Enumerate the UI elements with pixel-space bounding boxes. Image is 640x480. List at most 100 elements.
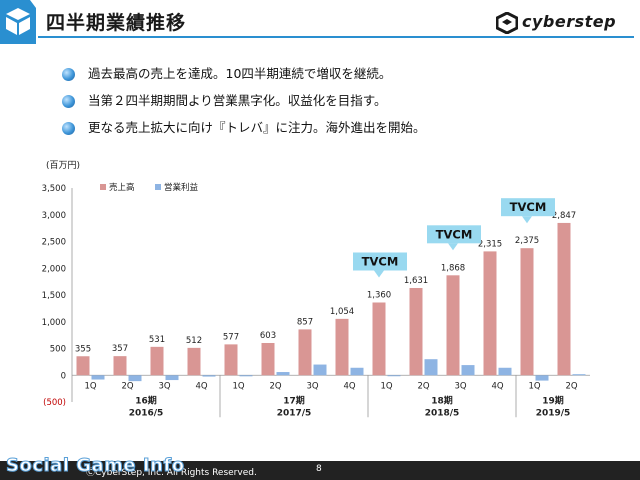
x-tick-label: 2Q xyxy=(565,381,577,391)
revenue-data-label: 2,847 xyxy=(552,211,576,221)
x-tick-label: 2Q xyxy=(121,381,133,391)
revenue-data-label: 1,360 xyxy=(367,290,391,300)
bullet-item: 当第２四半期期間より営業黒字化。収益化を目指す。 xyxy=(62,89,426,116)
fiscal-year-label: 2019/5 xyxy=(536,408,571,418)
revenue-bar xyxy=(298,329,312,376)
revenue-bar xyxy=(113,356,127,376)
x-tick-label: 3Q xyxy=(158,381,170,391)
legend-revenue-label: 売上高 xyxy=(109,182,135,193)
watermark: Social Game Info xyxy=(6,455,185,477)
bullet-dot-icon xyxy=(62,122,75,135)
quarterly-chart: (500) 0 500 1,000 1,500 2,000 2,500 3,000 3,500 3… xyxy=(42,182,590,418)
profit-bar xyxy=(165,375,179,381)
footer: ⒸCyberStep, Inc. All Rights Reserved. xyxy=(0,461,640,480)
tvcm-callout-label: TVCM xyxy=(362,254,399,268)
revenue-data-label: 577 xyxy=(223,332,239,342)
cyberstep-cube-icon xyxy=(0,0,36,44)
y-tick-label: 1,000 xyxy=(42,318,66,328)
revenue-bar xyxy=(76,356,90,376)
x-tick-label: 3Q xyxy=(454,381,466,391)
y-tick-label: (500) xyxy=(43,398,66,408)
profit-bar xyxy=(276,372,290,376)
x-tick-label: 3Q xyxy=(306,381,318,391)
x-tick-label: 1Q xyxy=(232,381,244,391)
y-tick-label: 2,000 xyxy=(42,264,66,274)
copyright-text: ⒸCyberStep, Inc. All Rights Reserved. xyxy=(86,468,257,478)
x-tick-label: 1Q xyxy=(528,381,540,391)
revenue-bar xyxy=(187,347,201,376)
revenue-bar xyxy=(409,287,423,376)
x-tick-label: 2Q xyxy=(417,381,429,391)
unit-label: (百万円) xyxy=(46,161,81,171)
x-tick-label: 4Q xyxy=(343,381,355,391)
revenue-data-label: 531 xyxy=(149,335,165,345)
revenue-data-label: 1,054 xyxy=(330,307,354,317)
x-tick-label: 1Q xyxy=(84,381,96,391)
tvcm-callout-pointer xyxy=(374,270,384,278)
x-tick-label: 4Q xyxy=(195,381,207,391)
y-tick-label: 500 xyxy=(50,345,66,355)
revenue-data-label: 2,375 xyxy=(515,236,539,246)
revenue-bar xyxy=(483,251,497,376)
brand-mark-icon xyxy=(496,12,518,34)
brand-logo: cyberstep xyxy=(496,12,624,34)
tvcm-callout-box xyxy=(427,225,481,244)
revenue-data-label: 1,631 xyxy=(404,276,428,286)
profit-bar xyxy=(202,375,216,377)
fiscal-period-label: 16期 xyxy=(135,394,157,406)
page-number: 8 xyxy=(316,464,322,474)
fiscal-period-label: 18期 xyxy=(431,394,453,406)
legend-profit-swatch xyxy=(155,184,161,190)
bullet-item: 過去最高の売上を達成。10四半期連続で増収を継続。 xyxy=(62,62,426,89)
x-tick-label: 2Q xyxy=(269,381,281,391)
tvcm-callout-pointer xyxy=(448,243,458,251)
revenue-bar xyxy=(335,318,349,376)
profit-bar xyxy=(424,359,438,376)
revenue-bar xyxy=(446,275,460,376)
revenue-bar xyxy=(520,248,534,376)
revenue-data-label: 2,315 xyxy=(478,239,502,249)
profit-bar xyxy=(91,375,105,380)
tvcm-callout-pointer xyxy=(522,216,532,224)
bullet-text: 過去最高の売上を達成。10四半期連続で増収を継続。 xyxy=(88,66,392,81)
revenue-data-label: 603 xyxy=(260,331,276,341)
y-tick-label: 0 xyxy=(61,371,66,381)
profit-bar xyxy=(572,374,586,376)
profit-bar xyxy=(313,364,327,376)
bullet-text: 当第２四半期期間より営業黒字化。収益化を目指す。 xyxy=(88,93,387,108)
legend-revenue-swatch xyxy=(100,184,106,190)
bullet-dot-icon xyxy=(62,68,75,81)
fiscal-year-label: 2018/5 xyxy=(425,408,460,418)
profit-bar xyxy=(128,375,142,382)
y-tick-label: 3,500 xyxy=(42,184,66,194)
revenue-data-label: 1,868 xyxy=(441,263,465,273)
bullet-text: 更なる売上拡大に向け『トレバ』に注力。海外進出を開始。 xyxy=(88,120,426,135)
tvcm-callout-label: TVCM xyxy=(510,200,547,214)
revenue-data-label: 512 xyxy=(186,336,202,346)
tvcm-callout-box xyxy=(501,198,555,217)
tvcm-callout-label: TVCM xyxy=(436,227,473,241)
profit-bar xyxy=(498,367,512,376)
tvcm-callout-box xyxy=(353,252,407,271)
y-tick-label: 1,500 xyxy=(42,291,66,301)
title-divider xyxy=(38,36,634,38)
legend-profit-label: 営業利益 xyxy=(164,182,199,193)
fiscal-year-label: 2016/5 xyxy=(129,408,164,418)
profit-bar xyxy=(535,375,549,381)
profit-bar xyxy=(239,375,253,377)
revenue-bar xyxy=(150,346,164,376)
y-tick-label: 2,500 xyxy=(42,238,66,248)
page-title: 四半期業績推移 xyxy=(46,12,187,34)
brand-name: cyberstep xyxy=(522,12,617,31)
profit-bar xyxy=(461,365,475,376)
fiscal-year-label: 2017/5 xyxy=(277,408,312,418)
bullet-dot-icon xyxy=(62,95,75,108)
x-tick-label: 4Q xyxy=(491,381,503,391)
fiscal-period-label: 17期 xyxy=(283,394,305,406)
bullet-list: 過去最高の売上を達成。10四半期連続で増収を継続。 当第２四半期期間より営業黒字… xyxy=(62,62,426,143)
bullet-item: 更なる売上拡大に向け『トレバ』に注力。海外進出を開始。 xyxy=(62,116,426,143)
revenue-data-label: 355 xyxy=(75,344,91,354)
revenue-bar xyxy=(261,342,275,376)
revenue-data-label: 357 xyxy=(112,344,128,354)
revenue-bar xyxy=(224,344,238,376)
